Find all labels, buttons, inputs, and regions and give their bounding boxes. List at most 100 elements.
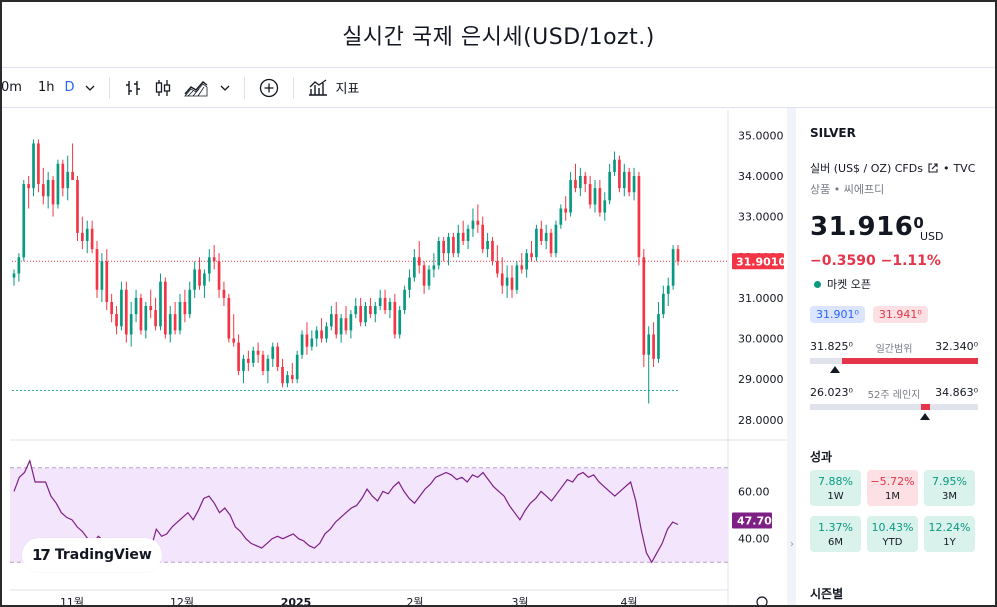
candle-body [227, 297, 231, 339]
rsi-axis-tick-label: 40.00 [738, 533, 770, 546]
area-chart-style-icon[interactable] [178, 73, 214, 103]
last-price-label: 31.9010 [736, 255, 786, 268]
candle-body [271, 346, 275, 359]
market-status-text: 마켓 오픈 [827, 278, 871, 291]
candle-body [554, 224, 558, 254]
performance-grid: 7.88% 1W −5.72% 1M 7.95% 3M 1.37% 6M 10.43% YTD 12… [810, 470, 980, 552]
performance-cell-6m[interactable]: 1.37% 6M [810, 516, 861, 552]
performance-cell-ytd[interactable]: 10.43% YTD [867, 516, 918, 552]
price-axis-tick-label: 31.0000 [738, 292, 784, 305]
candle-body [37, 143, 40, 185]
candle-body [124, 289, 128, 335]
candle-body [530, 253, 533, 258]
candle-body [344, 318, 348, 331]
candle-body [535, 228, 538, 258]
candle-body [212, 257, 216, 262]
candle-body [51, 180, 55, 205]
symbol-name[interactable]: SILVER [810, 126, 856, 140]
candle-body [481, 224, 485, 250]
candle-body [593, 188, 597, 205]
price-axis-tick-label: 34.0000 [738, 170, 784, 183]
performance-title: 성과 [810, 450, 833, 464]
time-axis-tick-label: 11월 [60, 596, 84, 607]
market-open-dot-icon [814, 280, 821, 288]
candle-body [608, 171, 611, 201]
symbol-description: 실버 (US$ / OZ) CFDs • TVC [810, 160, 975, 176]
interval-dropdown-chevron-icon[interactable] [79, 73, 101, 103]
performance-cell-1y[interactable]: 12.24% 1Y [924, 516, 975, 552]
candle-body [637, 175, 641, 258]
time-axis-tick-label: 12월 [170, 596, 194, 607]
candle-body [149, 306, 153, 311]
performance-value: −5.72% [870, 474, 915, 488]
candle-body [256, 350, 260, 355]
candle-body [325, 326, 328, 339]
candle-body [17, 257, 21, 274]
candle-body [330, 314, 333, 327]
compare-add-icon[interactable] [253, 73, 285, 103]
candle-body [662, 293, 665, 315]
52wk-range-labels: 26.023⁰ 52주 레인지 34.863⁰ [810, 386, 978, 401]
chart-canvas[interactable]: 35.000034.000033.000032.000031.000030.00… [10, 110, 787, 607]
bar-chart-style-icon[interactable] [118, 73, 148, 103]
separator-dot: • [942, 161, 950, 175]
candle-body [66, 171, 70, 189]
collapse-panel-chevron-icon[interactable]: › [790, 539, 794, 550]
candle-body [315, 330, 319, 339]
toolbar-divider [109, 76, 111, 99]
candle-body [486, 240, 489, 250]
candle-body [41, 184, 45, 197]
last-price: 31.9160 [810, 212, 924, 242]
candle-body [247, 358, 250, 363]
page-header: 실시간 국제 은시세(USD/1ozt.) [2, 2, 995, 68]
candle-body [242, 358, 245, 372]
candle-body [207, 257, 211, 274]
day-range-label: 일간범위 [875, 344, 913, 355]
candle-body [622, 171, 626, 189]
day-low: 31.825⁰ [810, 340, 853, 353]
price-chart[interactable]: 35.000034.000033.000032.000031.000030.00… [10, 110, 787, 607]
performance-period: YTD [882, 536, 903, 548]
performance-cell-3m[interactable]: 7.95% 3M [924, 470, 975, 506]
chart-toolbar: 0m 1h D 지표 [2, 68, 995, 108]
candle-body [544, 232, 548, 241]
time-axis-tick-label: 2025 [281, 596, 312, 607]
52wk-range-bar [810, 404, 978, 410]
candle-body [432, 265, 436, 270]
indicators-icon [309, 78, 328, 96]
candle-body [203, 273, 206, 286]
candle-body [154, 310, 157, 327]
candle-body [549, 232, 553, 254]
candle-body [569, 180, 572, 213]
toolbar-divider [293, 76, 295, 99]
candle-body [427, 269, 431, 286]
interval-d[interactable]: D [64, 80, 75, 95]
candle-body [110, 301, 113, 315]
tradingview-logo[interactable]: 17 TradingView [22, 538, 162, 572]
time-axis-tick-label: 4월 [620, 596, 637, 607]
indicators-label: 지표 [335, 82, 360, 97]
candle-body [159, 281, 162, 327]
candle-body [12, 273, 16, 278]
chart-style-chevron-icon[interactable] [214, 73, 236, 103]
external-link-icon[interactable] [927, 162, 939, 174]
candle-body [22, 184, 26, 258]
candle-body [178, 301, 182, 331]
52wk-low: 26.023⁰ [810, 386, 853, 399]
candle-body [652, 334, 655, 359]
candle-body [500, 273, 504, 286]
candle-body [164, 281, 167, 335]
candle-body [100, 261, 104, 290]
performance-cell-1m[interactable]: −5.72% 1M [867, 470, 918, 506]
interval-0m[interactable]: 0m [1, 80, 22, 95]
candle-body [359, 306, 362, 323]
indicators-button[interactable]: 지표 [302, 73, 364, 103]
day-range-labels: 31.825⁰ 일간범위 32.340⁰ [810, 340, 978, 355]
candle-chart-style-icon[interactable] [148, 73, 178, 103]
chart-settings-gear-icon[interactable] [756, 596, 768, 607]
interval-1h[interactable]: 1h [37, 80, 55, 95]
candle-body [373, 306, 377, 315]
performance-cell-1w[interactable]: 7.88% 1W [810, 470, 861, 506]
panel-divider[interactable] [787, 108, 796, 605]
candle-body [466, 228, 470, 241]
